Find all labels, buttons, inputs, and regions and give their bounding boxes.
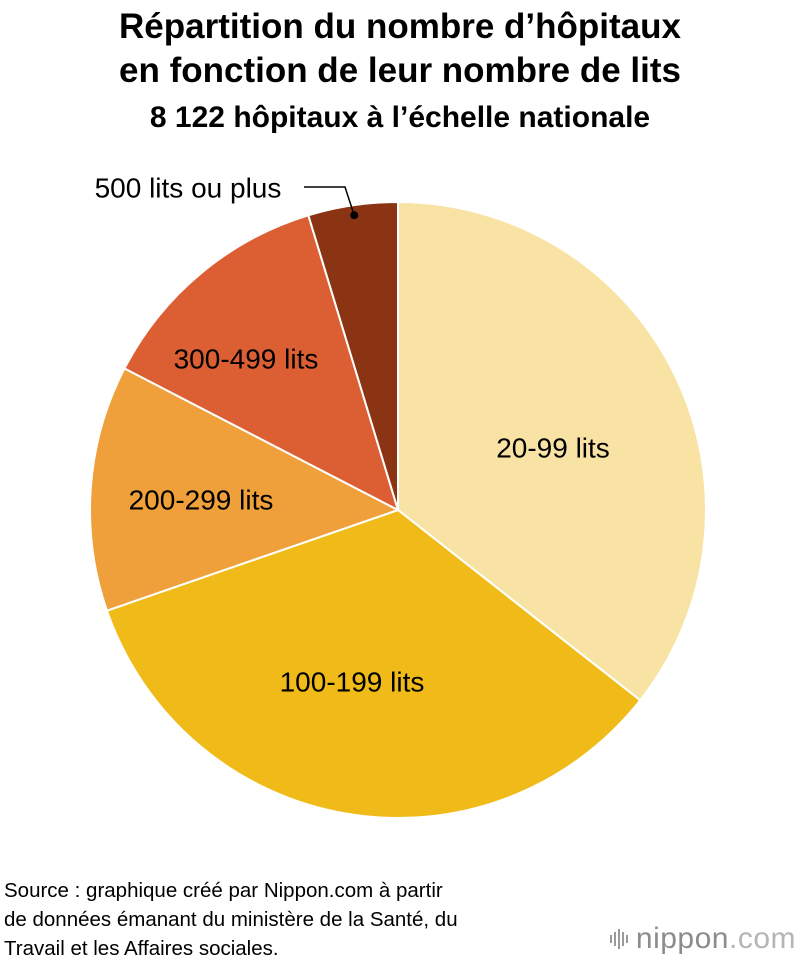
source-line-2: de données émanant du ministère de la Sa… [4, 908, 458, 931]
nippon-logo: nippon.com [609, 922, 796, 956]
chart-title-line-2: en fonction de leur nombre de lits [119, 51, 681, 90]
slice-label-0: 20-99 lits [496, 432, 610, 463]
slice-label-3: 300-499 lits [174, 343, 319, 374]
source-line-1: Source : graphique créé par Nippon.com à… [4, 879, 443, 902]
chart-subtitle: 8 122 hôpitaux à l’échelle nationale [149, 101, 651, 134]
pie-slice-2 [89, 367, 401, 612]
slice-label-1: 100-199 lits [280, 666, 425, 697]
pie-slice-4 [307, 200, 399, 511]
leader-line [304, 186, 355, 216]
chart-title-line-1: Répartition du nombre d’hôpitaux [119, 7, 681, 46]
logo-word: nippon [635, 922, 729, 955]
pie-slice-3 [123, 214, 400, 512]
source-note: Source : graphique créé par Nippon.com à… [4, 876, 458, 963]
slice-label-2: 200-299 lits [129, 484, 274, 515]
pie-slice-1 [105, 508, 642, 819]
logo-tld: .com [728, 922, 796, 955]
leader-dot [350, 211, 359, 220]
pie-slice-0 [397, 200, 707, 702]
logo-bars-icon [609, 929, 628, 949]
slice-label-4: 500 lits ou plus [95, 172, 282, 203]
source-line-3: Travail et les Affaires sociales. [4, 937, 279, 960]
